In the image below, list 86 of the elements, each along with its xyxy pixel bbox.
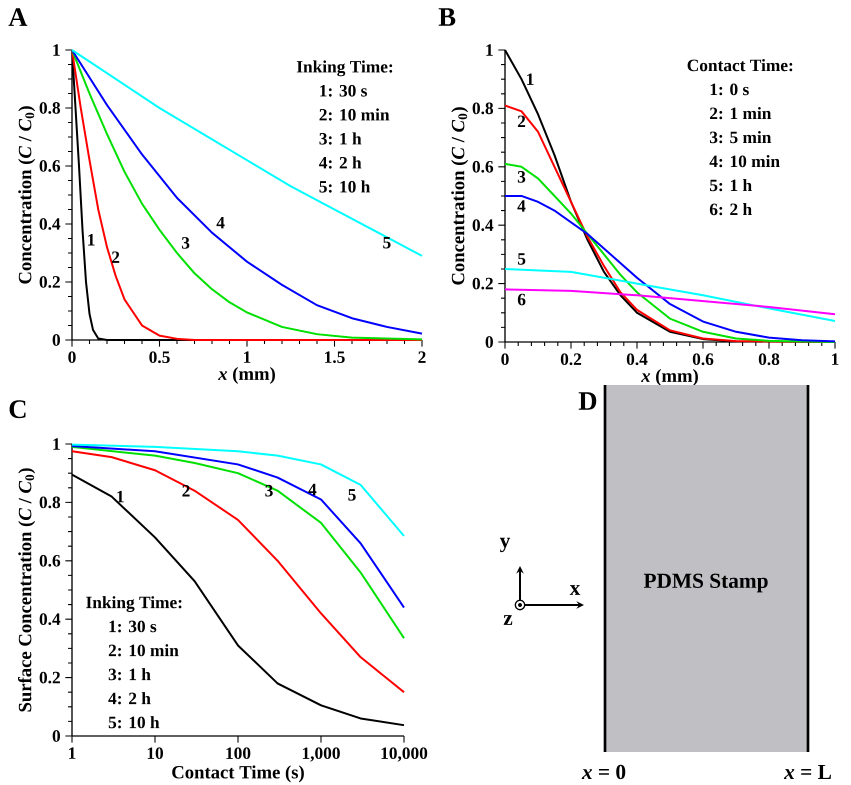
y-tick-label: 0.6 <box>40 160 60 172</box>
annotation: 1 <box>527 73 534 85</box>
annotation: 2 <box>182 484 190 496</box>
x-tick-label: 0.2 <box>560 353 582 366</box>
y-axis-title: Surface Concentration (C / C$_{0}$) <box>18 468 36 712</box>
annotation: 2 <box>518 116 526 128</box>
y-axis-title: Concentration (C / C$_{0}$) <box>451 107 468 285</box>
annotation: 3: 1 h <box>108 668 151 680</box>
x-tick-label: 0 <box>501 353 509 366</box>
x-tick-label: 1 <box>832 353 838 365</box>
y-tick-label: 1 <box>53 44 60 56</box>
x-tick-label: 0 <box>68 351 76 364</box>
annotation: 2: 10 min <box>108 644 179 656</box>
y-tick-label: 0.4 <box>40 613 60 626</box>
text: y <box>500 538 510 552</box>
annotation: Inking Time: <box>296 60 392 76</box>
x-axis-title: x (mm) <box>218 366 275 384</box>
y-tick-label: 1 <box>486 44 493 56</box>
annotation: 2: 1 min <box>710 107 772 120</box>
y-tick-label: 1 <box>53 438 60 450</box>
text: x = 0 <box>582 764 626 780</box>
x-tick-label: 1 <box>69 747 76 759</box>
x-tick-label: 0.8 <box>758 353 780 366</box>
annotation: 5 <box>518 253 526 265</box>
annotation: 5 <box>348 489 356 501</box>
text: z <box>504 615 512 625</box>
x-tick-label: 2 <box>418 351 426 363</box>
annotation: 4: 10 min <box>710 155 780 168</box>
x-tick-label: 0.5 <box>149 351 170 364</box>
annotation: 6: 2 h <box>710 203 752 216</box>
y-tick-label: 0.6 <box>40 554 60 567</box>
chart-title: C <box>10 400 26 418</box>
annotation: 4 <box>308 484 316 496</box>
annotation: 5: 10 h <box>319 180 370 193</box>
annotation: 2 <box>112 251 120 263</box>
x-tick-label: 1 <box>244 351 250 363</box>
y-tick-label: 0.4 <box>40 218 60 230</box>
x-axis-title: Contact Time (s) <box>172 765 304 782</box>
x-tick-label: 1,000 <box>302 747 340 762</box>
y-tick-label: 0.2 <box>40 672 60 684</box>
chart-title: B <box>438 8 456 26</box>
y-axis-title: Concentration (C / C$_{0}$) <box>18 106 36 284</box>
text: x <box>570 585 580 595</box>
y-tick-label: 0 <box>52 334 60 346</box>
annotation: 1: 0 s <box>710 84 749 96</box>
annotation: 5: 10 h <box>108 716 160 728</box>
annotation: 1 <box>117 490 124 502</box>
annotation: 4: 2 h <box>108 692 151 704</box>
annotation: Contact Time: <box>688 59 792 72</box>
y-tick-label: 0.4 <box>472 219 494 232</box>
y-tick-label: 0.6 <box>472 160 494 173</box>
chart-title: A <box>8 8 28 26</box>
y-tick-label: 0.8 <box>40 496 60 508</box>
annotation: 4 <box>216 217 225 228</box>
annotation: 3: 1 h <box>319 132 362 145</box>
y-tick-label: 0.2 <box>472 278 493 290</box>
annotation: 5 <box>383 236 391 248</box>
annotation: Inking Time: <box>86 596 182 612</box>
annotation: 3 <box>265 484 273 497</box>
y-tick-label: 0 <box>52 730 60 742</box>
annotation: 1: 30 s <box>320 84 367 97</box>
y-tick-label: 0.2 <box>40 276 60 288</box>
annotation: 5: 1 h <box>710 179 752 192</box>
annotation: 6 <box>518 294 526 306</box>
x-tick-label: 0.4 <box>626 353 648 366</box>
annotation: 1: 30 s <box>109 620 156 632</box>
y-tick-label: 0 <box>486 336 493 348</box>
annotation: 1 <box>88 234 95 246</box>
annotation: 3 <box>518 171 526 183</box>
x-tick-label: 100 <box>226 747 250 760</box>
text: D <box>578 392 596 410</box>
annotation: 4: 2 h <box>319 156 362 169</box>
annotation: 4 <box>517 200 526 212</box>
text: PDMS Stamp <box>644 574 768 592</box>
y-tick-label: 0.8 <box>472 102 494 114</box>
annotation: 3: 5 min <box>710 131 772 144</box>
y-tick-label: 0.8 <box>40 102 60 114</box>
x-tick-label: 10,000 <box>382 747 428 762</box>
x-tick-label: 0.6 <box>692 353 714 366</box>
line-series <box>504 268 836 322</box>
annotation: 3 <box>182 237 190 249</box>
x-tick-label: 10 <box>148 747 164 760</box>
annotation: 2: 10 min <box>320 108 390 121</box>
x-axis-title: x (mm) <box>641 368 698 386</box>
x-tick-label: 1.5 <box>325 351 345 364</box>
text: x = L <box>784 765 831 779</box>
